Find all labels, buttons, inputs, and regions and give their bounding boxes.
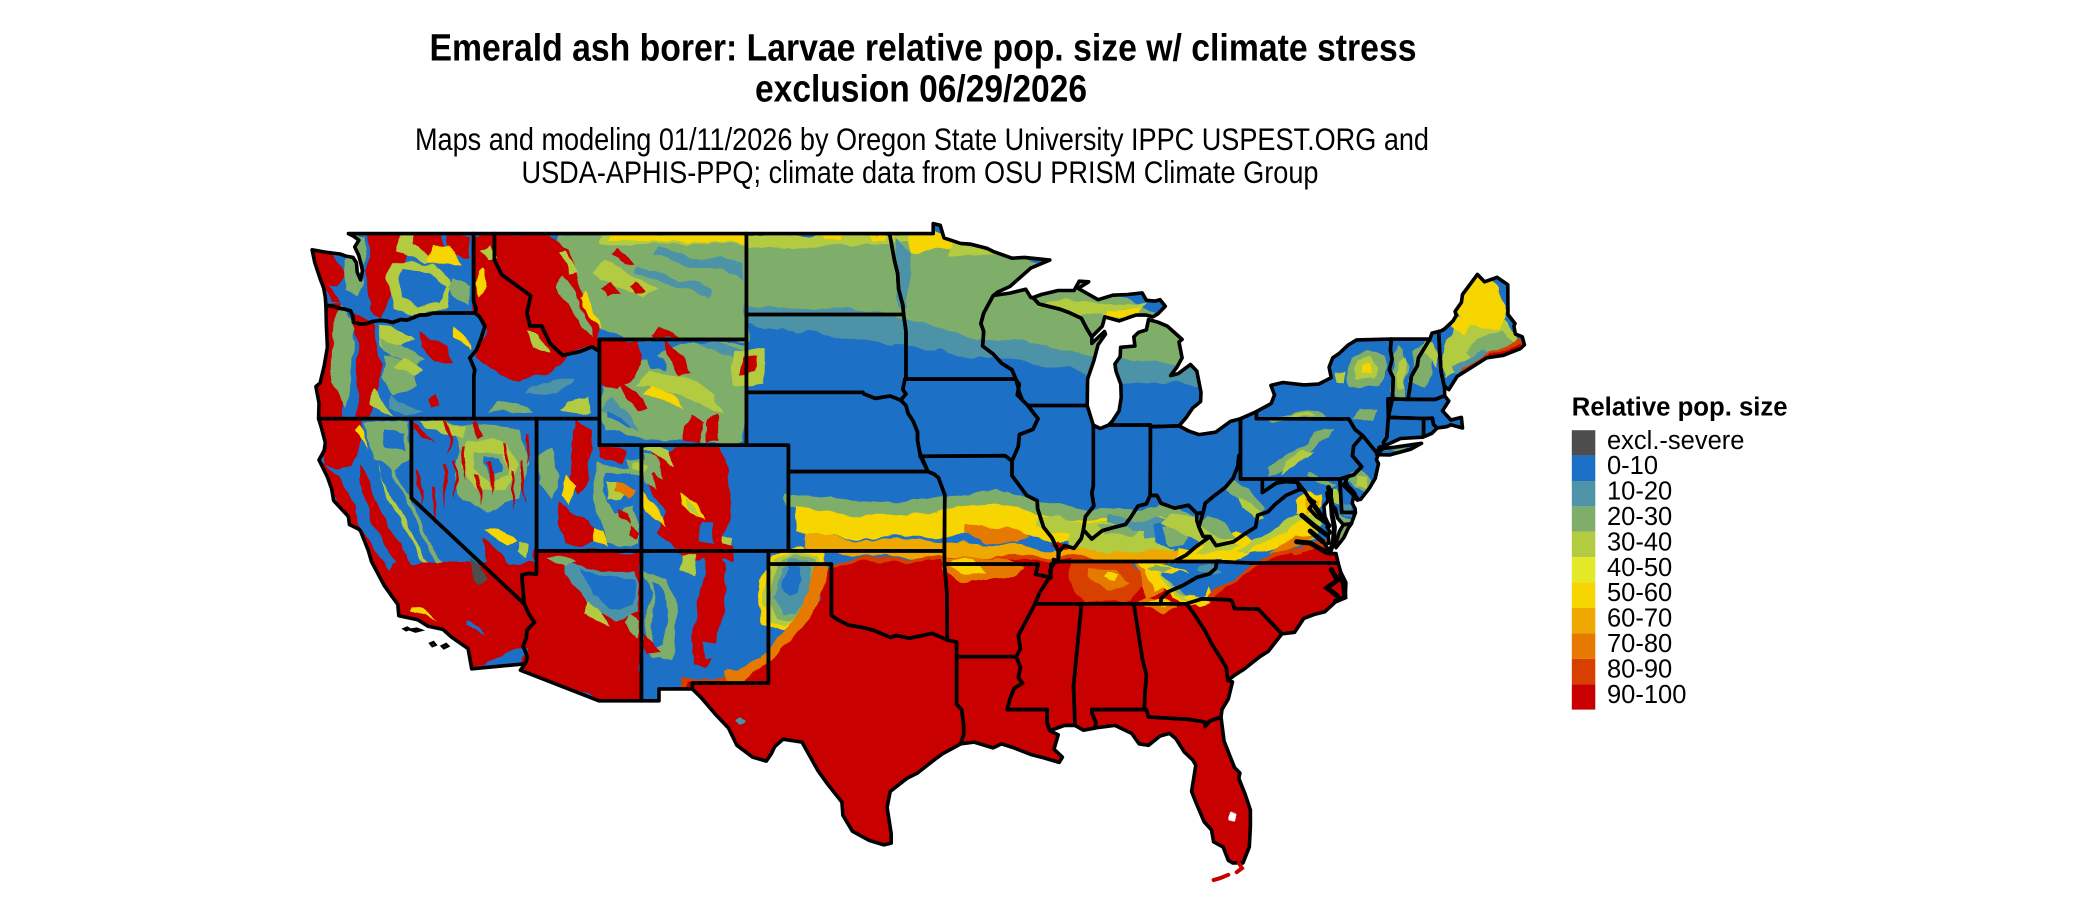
svg-text:20-30: 20-30 (1607, 503, 1672, 531)
svg-text:USDA-APHIS-PPQ; climate data f: USDA-APHIS-PPQ; climate data from OSU PR… (522, 154, 1319, 190)
svg-text:40-50: 40-50 (1607, 554, 1672, 582)
svg-text:excl.-severe: excl.-severe (1607, 427, 1744, 455)
svg-text:Maps and modeling 01/11/2026 b: Maps and modeling 01/11/2026 by Oregon S… (415, 121, 1429, 157)
svg-text:90-100: 90-100 (1607, 681, 1686, 709)
svg-text:Emerald ash borer: Larvae rela: Emerald ash borer: Larvae relative pop. … (430, 28, 1417, 70)
svg-text:10-20: 10-20 (1607, 478, 1672, 506)
svg-text:70-80: 70-80 (1607, 630, 1672, 658)
svg-text:exclusion 06/29/2026: exclusion 06/29/2026 (755, 69, 1087, 111)
svg-text:80-90: 80-90 (1607, 655, 1672, 683)
svg-text:30-40: 30-40 (1607, 528, 1672, 556)
svg-text:0-10: 0-10 (1607, 452, 1658, 480)
svg-text:60-70: 60-70 (1607, 605, 1672, 633)
svg-text:Relative pop. size: Relative pop. size (1572, 393, 1788, 421)
svg-text:50-60: 50-60 (1607, 579, 1672, 607)
